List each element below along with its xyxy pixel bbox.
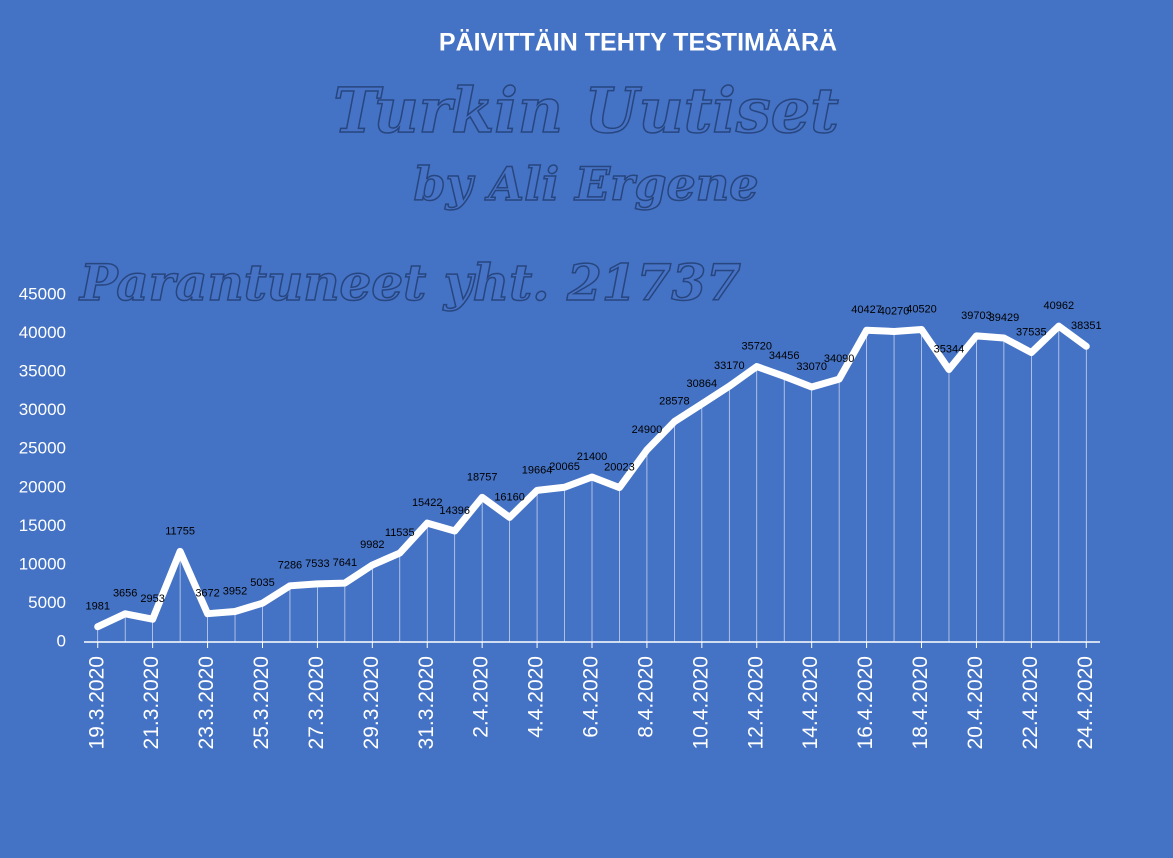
x-tick-label: 8.4.2020 — [634, 656, 657, 738]
x-tick-label: 29.3.2020 — [360, 656, 383, 749]
data-label: 24900 — [632, 424, 663, 436]
data-label: 1981 — [85, 601, 109, 613]
watermark: by Ali Ergene — [414, 157, 759, 211]
x-tick-label: 14.4.2020 — [799, 656, 822, 749]
y-tick-label: 45000 — [19, 284, 66, 303]
y-tick-label: 0 — [57, 631, 66, 650]
x-tick-label: 4.4.2020 — [525, 656, 548, 738]
data-label: 34090 — [824, 353, 855, 365]
data-label: 5035 — [250, 577, 274, 589]
data-label: 34456 — [769, 350, 800, 362]
data-label: 3656 — [113, 588, 137, 600]
y-tick-label: 25000 — [19, 439, 66, 458]
x-tick-label: 24.4.2020 — [1074, 656, 1097, 749]
data-label: 14396 — [439, 505, 470, 517]
data-label: 40962 — [1044, 300, 1075, 312]
data-label: 2953 — [140, 593, 164, 605]
data-label: 39429 — [989, 312, 1020, 324]
x-tick-label: 22.4.2020 — [1019, 656, 1042, 749]
data-label: 37535 — [1016, 326, 1047, 338]
x-tick-label: 12.4.2020 — [744, 656, 767, 749]
data-label: 30864 — [687, 378, 718, 390]
data-label: 21400 — [577, 451, 608, 463]
data-label: 7286 — [278, 560, 302, 572]
watermark: Turkin Uutiset — [333, 74, 839, 147]
x-tick-label: 16.4.2020 — [854, 656, 877, 749]
line — [94, 322, 1090, 631]
data-label: 3672 — [195, 588, 219, 600]
x-tick-label: 20.4.2020 — [964, 656, 987, 749]
y-tick-label: 20000 — [19, 477, 66, 496]
x-tick-label: 25.3.2020 — [250, 656, 273, 749]
y-tick-label: 40000 — [19, 323, 66, 342]
data-label: 3952 — [223, 585, 247, 597]
data-label: 20023 — [604, 462, 635, 474]
data-label: 11755 — [165, 525, 195, 537]
data-label: 39703 — [961, 310, 992, 322]
x-tick-label: 21.3.2020 — [140, 656, 163, 749]
x-tick-label: 6.4.2020 — [580, 656, 603, 738]
x-tick-label: 23.3.2020 — [195, 656, 218, 749]
y-tick-label: 30000 — [19, 400, 66, 419]
data-label: 20065 — [549, 461, 580, 473]
x-tick-label: 18.4.2020 — [909, 656, 932, 749]
y-tick-label: 15000 — [19, 516, 66, 535]
x-tick-label: 19.3.2020 — [85, 656, 108, 749]
data-label: 38351 — [1071, 320, 1102, 332]
x-tick-label: 2.4.2020 — [470, 656, 493, 738]
x-tick-label: 10.4.2020 — [689, 656, 712, 749]
x-tick-label: 27.3.2020 — [305, 656, 328, 749]
data-label: 16160 — [494, 491, 525, 503]
data-label: 7533 — [305, 558, 329, 570]
data-label: 28578 — [659, 396, 690, 408]
data-label: 19664 — [522, 464, 553, 476]
data-label: 33170 — [714, 360, 745, 372]
data-label: 35720 — [741, 340, 772, 352]
data-label: 9982 — [360, 539, 384, 551]
data-label: 18757 — [467, 471, 498, 483]
data-label: 40427 — [851, 304, 882, 316]
data-label: 7641 — [333, 557, 357, 569]
data-label: 33070 — [796, 361, 827, 373]
y-tick-label: 35000 — [19, 362, 66, 381]
y-tick-label: 10000 — [19, 554, 66, 573]
annotation: Parantuneet yht. 21737 — [78, 253, 741, 312]
data-label: 11535 — [385, 527, 415, 539]
data-label: 40520 — [906, 303, 937, 315]
chart-title: PÄIVITTÄIN TEHTY TESTIMÄÄRÄ — [439, 29, 837, 57]
data-label: 15422 — [412, 497, 443, 509]
x-tick-label: 31.3.2020 — [415, 656, 438, 749]
data-label: 40270 — [879, 305, 910, 317]
y-tick-label: 5000 — [28, 593, 66, 612]
data-label: 35344 — [934, 343, 965, 355]
